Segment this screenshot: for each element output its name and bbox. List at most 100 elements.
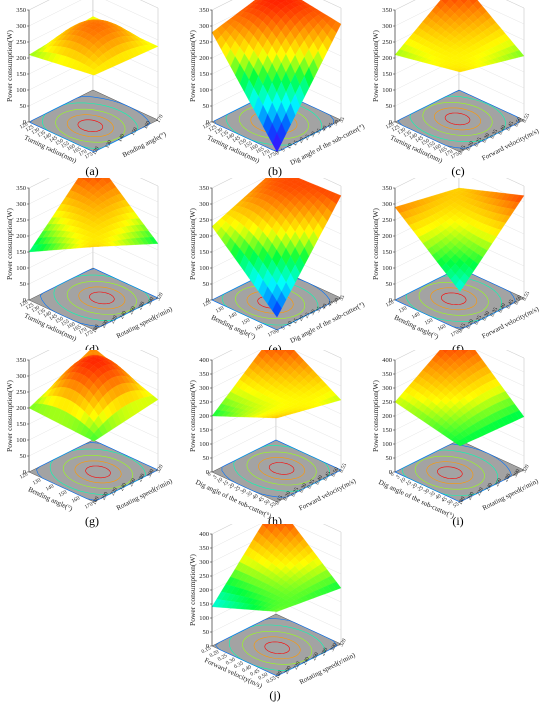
surface-plot: 0 50 100 150 200 250 300 350 Power consumption(W… xyxy=(371,178,541,341)
y-tick-label: 260 xyxy=(311,651,320,661)
contour-line xyxy=(397,89,520,149)
x-tick-label: 145 xyxy=(48,135,58,144)
response-surface xyxy=(211,350,342,419)
surface-facet xyxy=(81,178,86,181)
z-tick-label: 300 xyxy=(16,23,26,30)
contour-line xyxy=(215,617,338,677)
surface-plot: 0 50 100 150 200 250 300 350 Power consumption(W… xyxy=(5,0,168,165)
z-tick-label: 150 xyxy=(199,427,209,434)
z-axis-label: Power consumption(W) xyxy=(188,208,197,280)
contour-lines xyxy=(221,439,342,498)
y-tick-label: 45 xyxy=(327,122,335,130)
x-tick-label: 15 xyxy=(222,480,230,488)
z-tick-label: 100 xyxy=(199,87,209,94)
y-tick-label: 0.20 xyxy=(465,140,475,152)
z-tick-label: 0 xyxy=(389,469,392,476)
x-tick-label: 25 xyxy=(234,485,242,493)
x-tick-label: 165 xyxy=(438,146,448,155)
x-tick-label: 15 xyxy=(405,480,413,488)
x-tick-label: 150 xyxy=(54,138,64,147)
x-tick-label: 0.35 xyxy=(233,660,245,670)
surface-panel: 0 50 100 150 200 250 300 350 Power consumption(W… xyxy=(0,350,183,527)
contour-lines xyxy=(36,442,158,501)
response-surface xyxy=(28,178,159,253)
z-tick-label: 0 xyxy=(23,469,26,476)
x-tick-label: 20 xyxy=(228,482,236,490)
contour-line xyxy=(77,119,104,132)
contour-line xyxy=(55,108,126,143)
z-tick-label: 150 xyxy=(199,601,209,608)
y-tick-label: 240 xyxy=(119,482,128,492)
z-axis-label: Power consumption(W) xyxy=(188,30,197,102)
surface-plot: 0 50 100 150 200 250 300 350 400 Power consumptio… xyxy=(371,350,540,521)
z-tick-label: 0 xyxy=(389,119,392,126)
z-tick-label: 350 xyxy=(199,545,209,552)
surface-plot: 0 50 100 150 200 250 300 350 400 Power consumptio… xyxy=(188,524,357,690)
z-tick-label: 200 xyxy=(199,233,209,240)
y-tick-label: 0 xyxy=(274,328,281,333)
surface-facet xyxy=(455,439,465,447)
y-tick-label: 160 xyxy=(143,120,152,130)
x-tick-label: 125 xyxy=(208,124,218,133)
z-tick-label: 200 xyxy=(199,587,209,594)
z-axis-label: Power consumption(W) xyxy=(188,554,197,626)
y-tick-label: 280 xyxy=(137,301,146,311)
z-tick-label: 350 xyxy=(16,7,26,14)
y-tick-label: 0 xyxy=(274,150,281,155)
y-tick-label: 120 xyxy=(91,146,100,156)
surface-plot: 0 50 100 150 200 250 300 350 Power consumption(W… xyxy=(5,178,174,343)
surface-panel: 0 50 100 150 200 250 300 350 400 Power consumptio… xyxy=(183,350,366,527)
y-tick-label: 140 xyxy=(117,133,126,143)
z-gridline xyxy=(28,9,159,43)
x-tick-label: 120 xyxy=(202,299,212,308)
contour-lines xyxy=(29,95,151,153)
z-tick-label: 100 xyxy=(199,441,209,448)
z-tick-label: 200 xyxy=(382,233,392,240)
z-tick-label: 200 xyxy=(16,405,26,412)
z-tick-label: 300 xyxy=(382,23,392,30)
z-tick-label: 150 xyxy=(16,71,26,78)
y-tick-label: 280 xyxy=(503,473,512,483)
y-tick-label: 170 xyxy=(155,114,164,124)
y-tick-label: 10 xyxy=(286,320,294,328)
x-tick-label: 170 xyxy=(78,149,88,158)
x-tick-label: 150 xyxy=(237,138,247,147)
x-tick-label: 30 xyxy=(240,488,248,496)
x-tick-label: 0.20 xyxy=(209,649,221,659)
x-tick-label: 150 xyxy=(424,317,434,326)
y-tick-label: 0.30 xyxy=(481,310,491,322)
response-surface xyxy=(28,350,159,442)
x-tick-label: 10 xyxy=(216,477,224,485)
contour-line xyxy=(66,281,137,315)
x-tick-label: 150 xyxy=(241,317,251,326)
surface-panel: 0 50 100 150 200 250 300 350 400 Power consumptio… xyxy=(183,524,366,701)
y-tick-label: 55 xyxy=(338,294,346,302)
response-surface xyxy=(211,524,342,612)
y-tick-label: 45 xyxy=(327,300,335,308)
z-tick-label: 150 xyxy=(199,249,209,256)
z-tick-label: 350 xyxy=(16,357,26,364)
y-tick-label: 0.50 xyxy=(330,466,340,478)
y-tick-label: 0.15 xyxy=(457,144,467,156)
x-tick-label: 175 xyxy=(84,329,94,338)
response-surface xyxy=(394,0,525,73)
response-surface xyxy=(394,187,525,292)
z-tick-label: 0 xyxy=(23,297,26,304)
x-tick-label: 145 xyxy=(231,135,241,144)
z-tick-label: 150 xyxy=(16,249,26,256)
y-tick-label: 40 xyxy=(321,303,329,311)
y-tick-label: 0.50 xyxy=(513,116,523,128)
x-tick-label: 145 xyxy=(414,135,424,144)
x-tick-label: 135 xyxy=(220,130,230,139)
z-gridline xyxy=(394,178,525,205)
z-tick-label: 100 xyxy=(382,441,392,448)
z-tick-label: 300 xyxy=(199,385,209,392)
y-tick-label: 200 xyxy=(101,319,110,329)
surface-panel: 0 50 100 150 200 250 300 350 Power consumption(W… xyxy=(366,0,549,177)
x-tick-label: 140 xyxy=(228,311,238,320)
z-tick-label: 0 xyxy=(206,297,209,304)
contour-line xyxy=(62,455,134,489)
surface-plot: 0 50 100 150 200 250 300 350 400 Power consumptio… xyxy=(188,350,358,521)
y-tick-label: 5 xyxy=(280,148,287,153)
surface-facet xyxy=(283,524,288,527)
